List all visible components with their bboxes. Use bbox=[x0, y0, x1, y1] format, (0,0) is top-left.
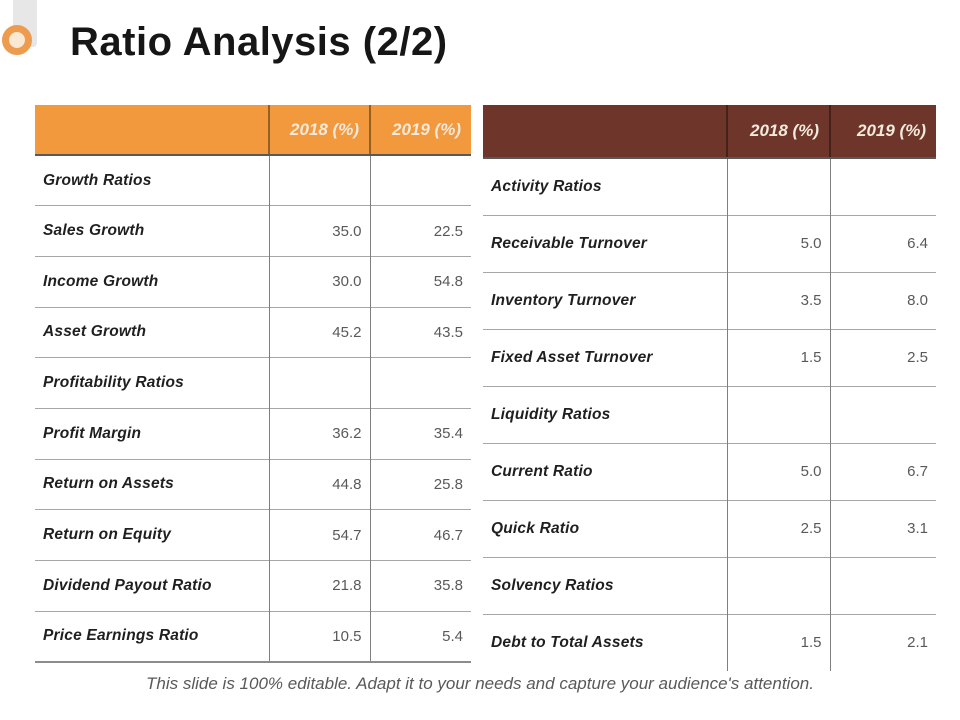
value-2019 bbox=[830, 158, 936, 215]
table-row: Current Ratio 5.0 6.7 bbox=[483, 442, 936, 500]
value-2019: 25.8 bbox=[370, 458, 471, 510]
table-row: Receivable Turnover 5.0 6.4 bbox=[483, 214, 936, 272]
section-row: Profitability Ratios bbox=[35, 357, 471, 409]
value-2018: 5.0 bbox=[727, 442, 831, 500]
ratio-label: Income Growth bbox=[35, 255, 270, 308]
ratio-label: Receivable Turnover bbox=[483, 214, 728, 272]
table-row: Asset Growth 45.2 43.5 bbox=[35, 306, 471, 358]
ratio-label: Solvency Ratios bbox=[483, 556, 728, 614]
value-2018: 3.5 bbox=[727, 271, 831, 329]
header-2019: 2019 (%) bbox=[830, 105, 936, 159]
value-2019: 35.4 bbox=[370, 407, 471, 460]
value-2019: 8.0 bbox=[830, 271, 936, 329]
ratio-label: Inventory Turnover bbox=[483, 271, 728, 329]
value-2019: 2.1 bbox=[830, 613, 936, 671]
table-row: Fixed Asset Turnover 1.5 2.5 bbox=[483, 328, 936, 386]
value-2019: 43.5 bbox=[370, 306, 471, 358]
table-row: Return on Assets 44.8 25.8 bbox=[35, 458, 471, 510]
value-2019 bbox=[370, 155, 471, 206]
section-row: Solvency Ratios bbox=[483, 556, 936, 614]
table-row: Income Growth 30.0 54.8 bbox=[35, 255, 471, 308]
table-row: Inventory Turnover 3.5 8.0 bbox=[483, 271, 936, 329]
value-2018 bbox=[727, 385, 831, 443]
value-2019: 22.5 bbox=[370, 205, 471, 257]
logo-ring-icon bbox=[2, 25, 32, 55]
value-2019: 46.7 bbox=[370, 509, 471, 561]
value-2018: 2.5 bbox=[727, 499, 831, 557]
ratio-label: Return on Assets bbox=[35, 458, 270, 510]
value-2019 bbox=[370, 357, 471, 409]
section-row: Growth Ratios bbox=[35, 155, 471, 206]
value-2018: 35.0 bbox=[269, 205, 371, 257]
ratio-label: Growth Ratios bbox=[35, 155, 270, 206]
table-header-row: 2018 (%) 2019 (%) bbox=[35, 105, 471, 156]
ratio-label: Return on Equity bbox=[35, 509, 270, 561]
ratio-label: Price Earnings Ratio bbox=[35, 610, 270, 663]
value-2019: 3.1 bbox=[830, 499, 936, 557]
value-2018: 44.8 bbox=[269, 458, 371, 510]
value-2019 bbox=[830, 385, 936, 443]
ratio-label: Debt to Total Assets bbox=[483, 613, 728, 671]
value-2018 bbox=[269, 155, 371, 206]
header-empty-cell bbox=[35, 105, 270, 156]
value-2019: 2.5 bbox=[830, 328, 936, 386]
table-row: Dividend Payout Ratio 21.8 35.8 bbox=[35, 560, 471, 612]
ratio-label: Quick Ratio bbox=[483, 499, 728, 557]
ratio-label: Dividend Payout Ratio bbox=[35, 560, 270, 612]
ratio-label: Sales Growth bbox=[35, 205, 270, 257]
value-2019: 5.4 bbox=[370, 610, 471, 663]
header-2018: 2018 (%) bbox=[727, 105, 831, 159]
value-2018: 1.5 bbox=[727, 613, 831, 671]
value-2018 bbox=[269, 357, 371, 409]
table-row: Quick Ratio 2.5 3.1 bbox=[483, 499, 936, 557]
table-header-row: 2018 (%) 2019 (%) bbox=[483, 105, 936, 159]
table-row: Debt to Total Assets 1.5 2.1 bbox=[483, 613, 936, 671]
ratio-label: Profit Margin bbox=[35, 407, 270, 460]
ratio-label: Profitability Ratios bbox=[35, 357, 270, 409]
value-2018: 36.2 bbox=[269, 407, 371, 460]
value-2018 bbox=[727, 556, 831, 614]
header-2019: 2019 (%) bbox=[370, 105, 471, 156]
value-2019: 35.8 bbox=[370, 560, 471, 612]
table-row: Return on Equity 54.7 46.7 bbox=[35, 509, 471, 561]
value-2018: 5.0 bbox=[727, 214, 831, 272]
header-2018: 2018 (%) bbox=[269, 105, 371, 156]
growth-profitability-table: 2018 (%) 2019 (%) Growth Ratios Sales Gro… bbox=[35, 105, 471, 663]
value-2019: 54.8 bbox=[370, 255, 471, 308]
section-row: Activity Ratios bbox=[483, 158, 936, 215]
page-title: Ratio Analysis (2/2) bbox=[70, 20, 448, 64]
value-2018: 10.5 bbox=[269, 610, 371, 663]
table-row: Price Earnings Ratio 10.5 5.4 bbox=[35, 610, 471, 663]
table-row: Sales Growth 35.0 22.5 bbox=[35, 205, 471, 257]
value-2018: 21.8 bbox=[269, 560, 371, 612]
ratio-label: Activity Ratios bbox=[483, 158, 728, 215]
section-row: Liquidity Ratios bbox=[483, 385, 936, 443]
activity-liquidity-solvency-table: 2018 (%) 2019 (%) Activity Ratios Receiva… bbox=[483, 105, 936, 671]
ratio-label: Asset Growth bbox=[35, 306, 270, 358]
value-2019: 6.4 bbox=[830, 214, 936, 272]
value-2018: 45.2 bbox=[269, 306, 371, 358]
table-row: Profit Margin 36.2 35.4 bbox=[35, 407, 471, 460]
header-empty-cell bbox=[483, 105, 728, 159]
value-2019 bbox=[830, 556, 936, 614]
value-2018: 54.7 bbox=[269, 509, 371, 561]
ratio-label: Liquidity Ratios bbox=[483, 385, 728, 443]
value-2018: 1.5 bbox=[727, 328, 831, 386]
ratio-label: Fixed Asset Turnover bbox=[483, 328, 728, 386]
value-2019: 6.7 bbox=[830, 442, 936, 500]
value-2018 bbox=[727, 158, 831, 215]
value-2018: 30.0 bbox=[269, 255, 371, 308]
ratio-label: Current Ratio bbox=[483, 442, 728, 500]
footer-note: This slide is 100% editable. Adapt it to… bbox=[146, 674, 814, 693]
